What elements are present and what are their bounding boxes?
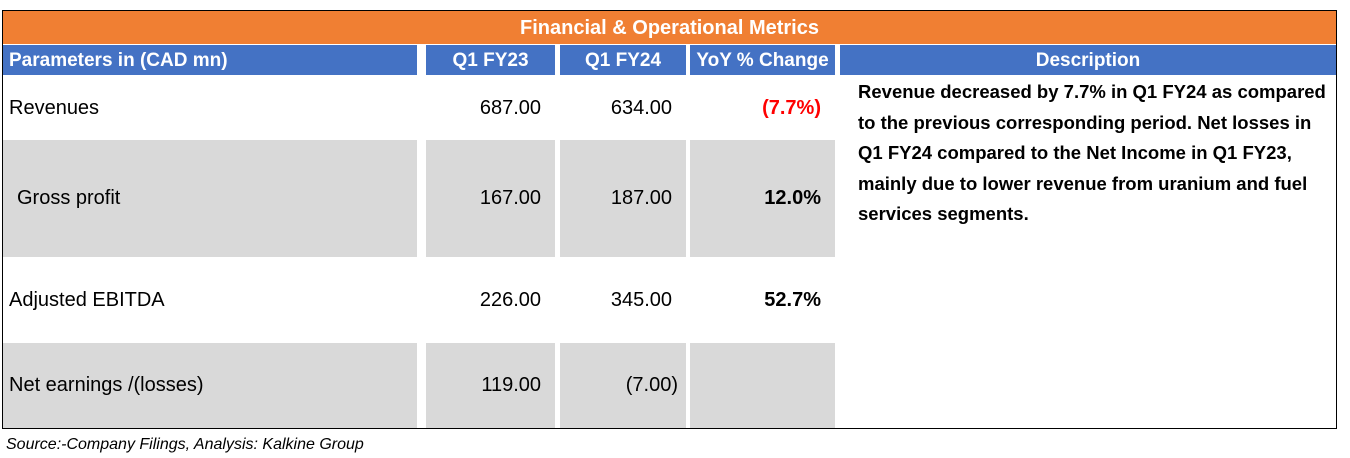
row-label-revenues: Revenues <box>9 96 100 119</box>
gross-profit-label: Gross profit <box>17 187 121 209</box>
header-description: Description <box>840 45 1336 75</box>
revenues-yoy: (7.7%) <box>762 96 821 119</box>
header-q1fy23: Q1 FY23 <box>426 45 555 75</box>
table-frame <box>2 10 1337 429</box>
header-parameters: Parameters in (CAD mn) <box>3 45 417 75</box>
row-label-gross-profit: Gross profit <box>3 140 417 257</box>
net-earnings-yoy <box>690 343 835 428</box>
row-label-net-earnings: Net earnings /(losses) <box>3 343 417 428</box>
table-title: Financial & Operational Metrics <box>3 11 1336 44</box>
adjusted-ebitda-yoy: 52.7% <box>764 288 821 311</box>
revenues-q1fy23: 687.00 <box>479 96 541 119</box>
row-label-adjusted-ebitda: Adjusted EBITDA <box>9 288 165 311</box>
gross-profit-q1fy24: 187.00 <box>560 140 686 257</box>
description-text: Revenue decreased by 7.7% in Q1 FY24 as … <box>858 81 1326 224</box>
revenues-q1fy24: 634.00 <box>610 96 672 119</box>
header-q1fy24: Q1 FY24 <box>560 45 686 75</box>
adjusted-ebitda-q1fy24: 345.00 <box>610 288 672 311</box>
header-yoy-change: YoY % Change <box>690 45 835 75</box>
gross-profit-q1fy23: 167.00 <box>426 140 555 257</box>
net-earnings-q1fy24: (7.00) <box>560 343 686 428</box>
gross-profit-yoy: 12.0% <box>690 140 835 257</box>
adjusted-ebitda-q1fy23: 226.00 <box>479 288 541 311</box>
source-note: Source:-Company Filings, Analysis: Kalki… <box>6 436 364 453</box>
net-earnings-q1fy23: 119.00 <box>426 343 555 428</box>
